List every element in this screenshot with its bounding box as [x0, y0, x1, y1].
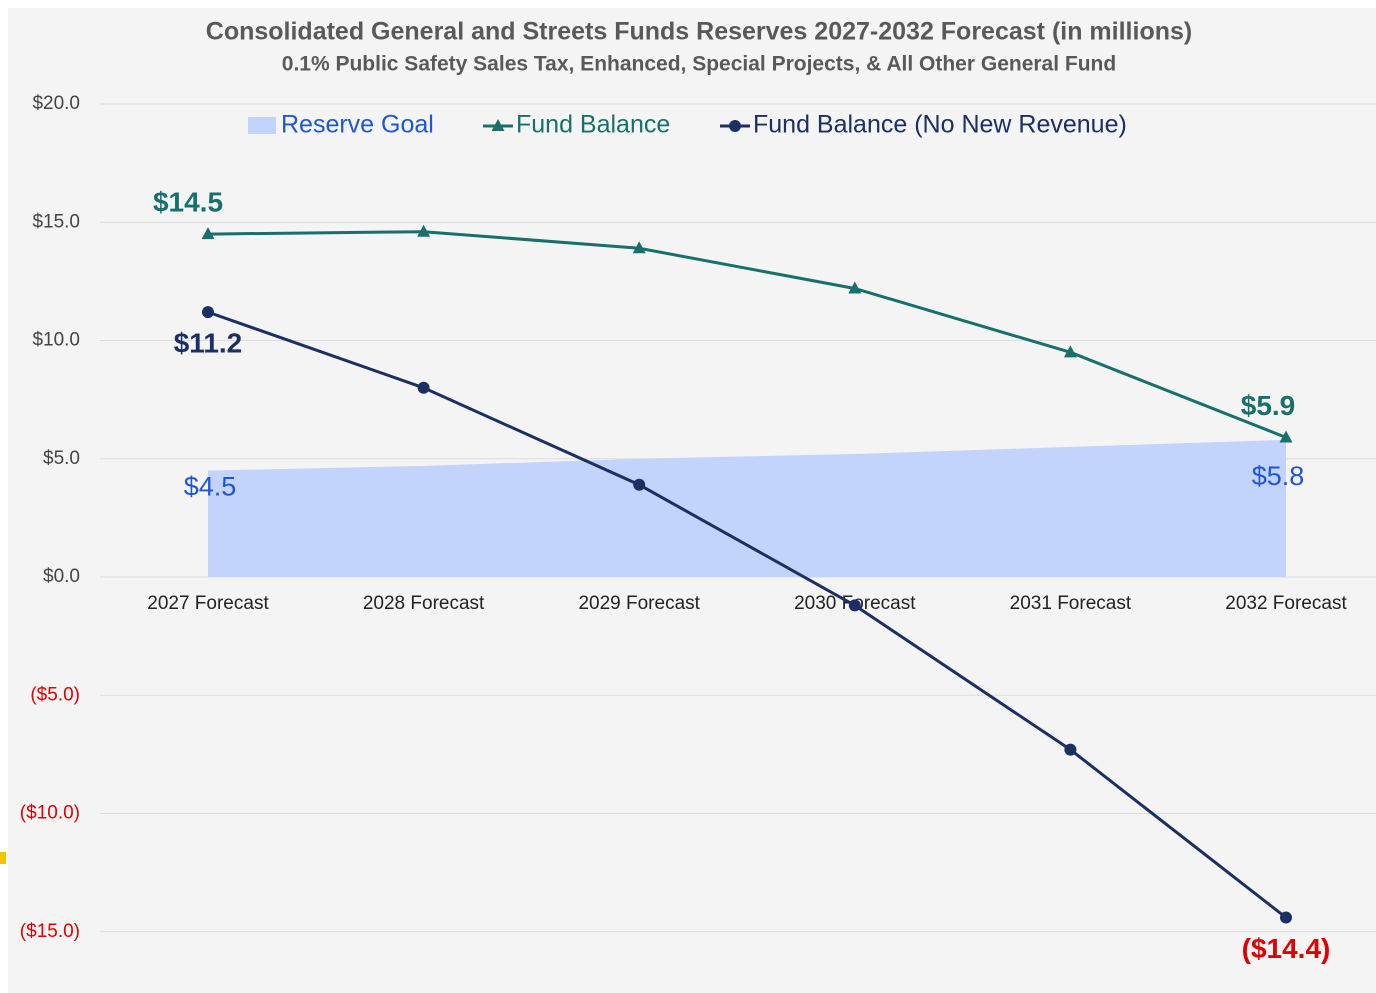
y-tick-label: $0.0	[43, 566, 80, 587]
y-tick-label: ($5.0)	[30, 684, 80, 705]
data-label: $14.5	[153, 186, 223, 217]
y-tick-label: $15.0	[32, 211, 80, 232]
x-tick-label: 2032 Forecast	[1225, 593, 1347, 614]
legend-swatch	[248, 117, 276, 134]
marker	[417, 381, 430, 394]
x-tick-label: 2028 Forecast	[363, 593, 485, 614]
marker	[848, 281, 862, 294]
marker	[201, 227, 215, 240]
legend-label: Fund Balance (No New Revenue)	[753, 111, 1127, 139]
y-tick-label: $20.0	[32, 93, 80, 114]
line	[207, 230, 1287, 439]
x-tick-label: 2029 Forecast	[578, 593, 700, 614]
y-tick-label: $5.0	[43, 448, 80, 469]
legend-label: Reserve Goal	[281, 111, 434, 139]
area	[208, 439, 1286, 577]
y-tick-label: ($15.0)	[20, 921, 80, 942]
marker	[1280, 911, 1292, 924]
edge-marker	[0, 852, 6, 864]
data-label: $4.5	[184, 472, 237, 502]
marker	[1279, 430, 1293, 443]
data-label: $5.9	[1241, 390, 1296, 421]
data-label: $5.8	[1252, 461, 1305, 491]
x-tick-label: 2027 Forecast	[147, 593, 269, 614]
marker	[632, 241, 646, 254]
data-label: $11.2	[174, 328, 243, 359]
legend-marker	[491, 119, 505, 131]
marker	[633, 478, 646, 491]
legend-label: Fund Balance	[516, 111, 670, 139]
y-tick-label: ($10.0)	[20, 803, 80, 824]
marker	[1063, 345, 1077, 358]
marker	[1064, 743, 1077, 756]
data-label: ($14.4)	[1242, 933, 1331, 964]
legend-marker	[729, 120, 741, 132]
x-tick-label: 2031 Forecast	[1010, 593, 1132, 614]
marker	[417, 224, 431, 237]
chart-title: Consolidated General and Streets Funds R…	[206, 18, 1192, 46]
line	[207, 310, 1287, 919]
marker	[848, 599, 861, 612]
y-tick-label: $10.0	[32, 330, 80, 351]
marker	[202, 306, 214, 319]
chart-subtitle: 0.1% Public Safety Sales Tax, Enhanced, …	[282, 53, 1116, 76]
